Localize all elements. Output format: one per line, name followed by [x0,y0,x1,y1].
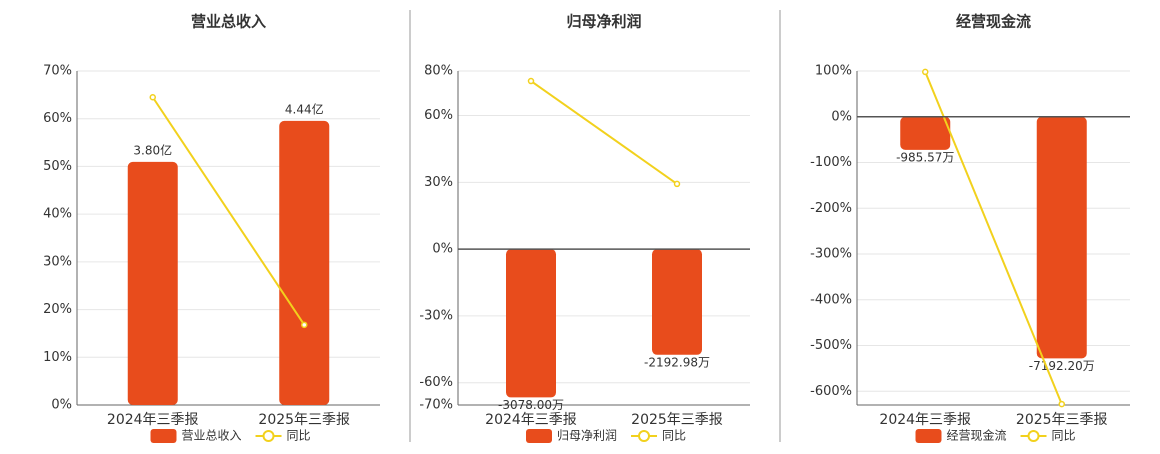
legend-label: 同比 [662,429,686,443]
legend-swatch [150,429,177,443]
yoy-line [924,71,1063,405]
y-tick-label: -70% [419,398,453,413]
legend-swatch [262,430,275,442]
x-tick-label: 2025年三季报 [631,412,723,428]
bar [506,249,556,398]
yoy-line [151,96,306,326]
bar [279,120,330,405]
y-tick-label: 0% [831,109,852,124]
legend-label: 经营现金流 [947,428,1007,443]
yoy-point [527,77,535,85]
y-tick-label: 40% [43,207,72,222]
yoy-point [673,180,681,188]
y-tick-label: -200% [810,201,852,216]
y-tick-label: -400% [810,292,852,307]
yoy-point [922,68,929,76]
y-tick-label: -100% [810,155,852,170]
y-tick-label: 30% [424,175,453,190]
y-tick-label: -300% [810,247,852,262]
legend-swatch [1027,430,1040,442]
x-tick-label: 2024年三季报 [107,412,199,428]
legend-label: 归母净利润 [557,429,617,443]
yoy-point [149,93,156,101]
bar [900,116,951,150]
legend-swatch [638,430,651,442]
chart-title: 营业总收入 [191,13,266,31]
y-tick-label: 60% [43,111,72,126]
legend-label: 同比 [1052,429,1076,443]
legend-swatch [526,429,552,443]
yoy-point [1058,400,1065,408]
y-tick-label: 10% [43,350,72,365]
yoy-point [301,321,308,329]
legend-label: 营业总收入 [182,429,242,443]
y-tick-label: 30% [43,254,72,269]
bar-value-label: 4.44亿 [285,101,324,116]
bar-value-label: 3.80亿 [133,142,172,157]
bar-value-label: -3078.00万 [498,398,564,412]
y-tick-label: -600% [810,384,852,399]
x-tick-label: 2024年三季报 [879,412,971,428]
bar-value-label: -985.57万 [896,150,954,164]
bar [127,161,178,405]
y-tick-label: 80% [424,64,453,79]
y-tick-label: 20% [43,302,72,317]
y-tick-label: 100% [815,64,852,79]
chart-title: 归母净利润 [566,13,641,31]
legend-label: 同比 [287,429,311,443]
legend-swatch [915,429,942,443]
x-tick-label: 2025年三季报 [258,412,350,428]
y-tick-label: 0% [51,398,72,413]
bar [1036,116,1087,359]
bar [652,249,702,355]
y-tick-label: 0% [432,242,453,257]
y-tick-label: 60% [424,108,453,123]
y-tick-label: 70% [43,64,72,79]
y-tick-label: -60% [419,375,453,390]
chart-title: 经营现金流 [956,13,1031,31]
bar-value-label: -7192.20万 [1029,359,1095,373]
y-tick-label: -500% [810,338,852,353]
bar-value-label: -2192.98万 [644,355,710,369]
y-tick-label: 50% [43,159,72,174]
yoy-line [530,80,678,185]
x-tick-label: 2025年三季报 [1016,412,1108,428]
x-tick-label: 2024年三季报 [485,412,577,428]
y-tick-label: -30% [419,308,453,323]
